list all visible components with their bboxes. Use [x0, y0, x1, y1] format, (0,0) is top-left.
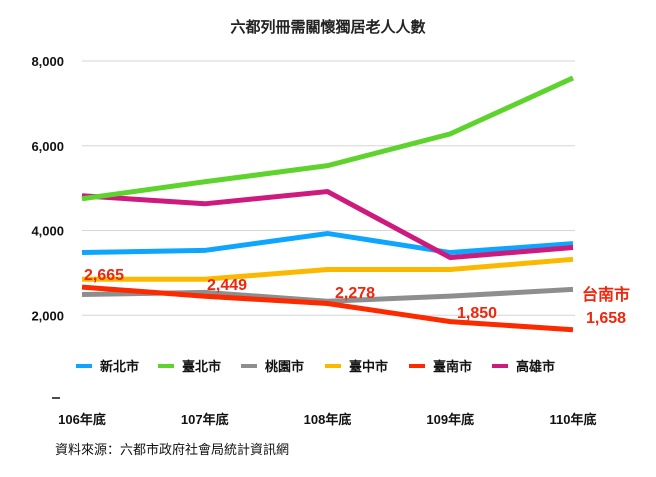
data-label: 1,658: [586, 310, 626, 327]
y-tick-label: 6,000: [31, 139, 64, 154]
series-line-1: [81, 75, 575, 202]
legend-label: 桃園市: [265, 359, 304, 375]
legend-label: 臺南市: [433, 359, 472, 375]
x-tick-label: 106年底: [58, 412, 106, 427]
x-tick-label: 108年底: [304, 412, 352, 427]
legend-label: 臺北市: [182, 359, 221, 375]
x-tick-label: 109年底: [426, 412, 474, 427]
y-tick-label: 8,000: [31, 54, 64, 69]
legend-label: 臺中市: [349, 359, 388, 375]
data-label: 2,449: [207, 277, 247, 294]
source-note: 資料來源：六都市政府社會局統計資訊網: [55, 442, 289, 458]
chart-title: 六都列冊需關懷獨居老人人數: [230, 18, 425, 36]
series-line-3: [82, 256, 574, 282]
y-tick-label: 4,000: [31, 224, 64, 239]
x-tick-label: 110年底: [550, 412, 597, 427]
annotation-tainan: 台南市: [582, 285, 630, 304]
data-label: 2,665: [84, 267, 124, 284]
data-label: 2,278: [335, 285, 375, 302]
series-line-0: [81, 230, 574, 256]
x-tick-label: 107年底: [181, 412, 229, 427]
legend-label: 新北市: [100, 359, 139, 375]
legend-label: 高雄市: [516, 359, 555, 375]
data-label: 1,850: [457, 305, 497, 322]
y-tick-label: 2,000: [31, 308, 64, 323]
